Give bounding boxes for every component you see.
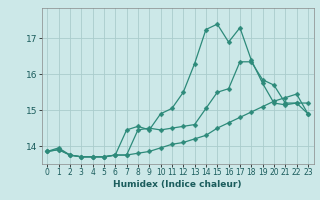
X-axis label: Humidex (Indice chaleur): Humidex (Indice chaleur): [113, 180, 242, 189]
